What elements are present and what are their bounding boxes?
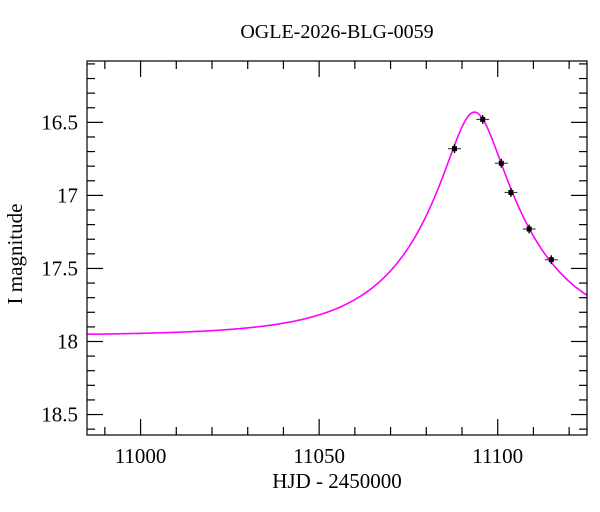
x-tick-label: 11050 xyxy=(293,444,345,468)
point-marker xyxy=(480,116,486,122)
data-point xyxy=(522,224,536,234)
data-point xyxy=(494,158,508,168)
axis-tick-labels: 11000 11050 11100 16.5 17 17.5 18 18.5 xyxy=(41,110,523,468)
y-tick-label: 17.5 xyxy=(41,256,78,280)
plot-frame xyxy=(86,60,588,436)
axis-ticks xyxy=(87,61,587,435)
point-marker xyxy=(548,257,554,263)
chart-title: OGLE-2026-BLG-0059 xyxy=(240,21,433,43)
point-marker xyxy=(526,226,532,232)
point-marker xyxy=(498,160,504,166)
point-marker xyxy=(452,146,457,152)
data-point xyxy=(504,188,518,197)
y-tick-label: 18 xyxy=(57,330,78,354)
x-axis-label: HJD - 2450000 xyxy=(272,469,402,493)
point-marker xyxy=(508,189,514,195)
model-light-curve xyxy=(87,111,587,336)
x-tick-label: 11000 xyxy=(115,444,167,468)
y-tick-label: 16.5 xyxy=(41,110,78,134)
y-tick-label: 18.5 xyxy=(41,403,78,427)
data-point xyxy=(544,255,558,265)
data-points xyxy=(448,115,558,265)
data-point xyxy=(448,144,461,154)
y-tick-label: 17 xyxy=(57,183,78,207)
x-tick-label: 11100 xyxy=(472,444,523,468)
data-point xyxy=(476,115,490,124)
y-axis-label: I magnitude xyxy=(3,204,27,305)
